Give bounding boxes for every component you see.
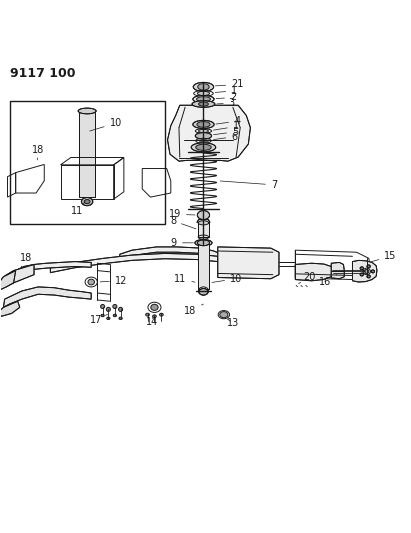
Polygon shape: [3, 264, 34, 287]
Ellipse shape: [201, 288, 206, 294]
Text: 10: 10: [90, 118, 122, 131]
Polygon shape: [353, 261, 377, 282]
Text: 1: 1: [214, 122, 239, 132]
Ellipse shape: [191, 143, 216, 152]
Bar: [198, 244, 209, 289]
Bar: [79, 111, 95, 197]
Ellipse shape: [101, 304, 105, 309]
Text: 20: 20: [298, 272, 316, 284]
Polygon shape: [197, 220, 210, 222]
Ellipse shape: [199, 130, 208, 133]
Ellipse shape: [78, 108, 96, 114]
Text: 7: 7: [220, 180, 277, 190]
Ellipse shape: [145, 313, 149, 316]
Ellipse shape: [360, 273, 363, 276]
Ellipse shape: [196, 96, 210, 102]
Text: 13: 13: [227, 318, 239, 328]
Ellipse shape: [193, 83, 214, 91]
Ellipse shape: [357, 264, 362, 269]
Text: 21: 21: [215, 79, 244, 90]
Text: 6: 6: [214, 132, 237, 142]
Text: 2: 2: [216, 93, 236, 102]
Text: 5: 5: [214, 127, 238, 137]
Text: 4: 4: [216, 116, 240, 126]
Ellipse shape: [199, 241, 208, 245]
Text: 15: 15: [372, 251, 397, 262]
Ellipse shape: [195, 239, 212, 246]
Polygon shape: [0, 271, 16, 290]
Text: 1: 1: [215, 86, 237, 96]
Ellipse shape: [199, 288, 208, 295]
Text: 18: 18: [184, 304, 203, 316]
Ellipse shape: [106, 308, 111, 311]
Ellipse shape: [196, 144, 211, 150]
Text: 14: 14: [146, 317, 159, 327]
Ellipse shape: [107, 317, 110, 320]
Ellipse shape: [152, 315, 156, 318]
Polygon shape: [51, 253, 218, 272]
Ellipse shape: [193, 95, 214, 103]
Ellipse shape: [159, 313, 163, 316]
Text: 17: 17: [90, 314, 108, 325]
Text: 11: 11: [174, 274, 195, 284]
Ellipse shape: [360, 267, 363, 270]
Text: 18: 18: [20, 253, 32, 268]
Polygon shape: [0, 301, 20, 316]
Text: 18: 18: [32, 145, 44, 160]
Polygon shape: [3, 287, 91, 308]
Ellipse shape: [365, 269, 369, 273]
Ellipse shape: [198, 84, 209, 90]
Text: 3: 3: [217, 98, 235, 108]
Ellipse shape: [371, 270, 374, 273]
Ellipse shape: [220, 312, 228, 318]
Bar: [79, 111, 95, 197]
Polygon shape: [16, 262, 91, 276]
Ellipse shape: [197, 122, 210, 127]
Ellipse shape: [192, 101, 215, 107]
Ellipse shape: [197, 91, 210, 95]
Text: 9117 100: 9117 100: [9, 67, 75, 80]
Ellipse shape: [118, 308, 122, 311]
Ellipse shape: [113, 314, 116, 317]
Ellipse shape: [197, 211, 210, 220]
Bar: [9, 101, 165, 224]
Text: 16: 16: [319, 274, 337, 287]
Ellipse shape: [195, 133, 212, 139]
Ellipse shape: [199, 102, 208, 106]
Polygon shape: [331, 262, 344, 279]
Bar: [198, 223, 209, 237]
Text: 11: 11: [71, 201, 85, 216]
Text: 9: 9: [171, 238, 193, 248]
Ellipse shape: [367, 275, 370, 278]
Ellipse shape: [119, 317, 122, 320]
Ellipse shape: [198, 221, 209, 225]
Ellipse shape: [367, 265, 370, 268]
Ellipse shape: [193, 120, 214, 128]
Polygon shape: [168, 105, 250, 161]
Ellipse shape: [88, 279, 95, 285]
Ellipse shape: [113, 304, 117, 309]
Text: 19: 19: [169, 209, 195, 219]
Text: 8: 8: [170, 216, 196, 229]
Polygon shape: [218, 247, 279, 279]
Text: 10: 10: [212, 274, 242, 284]
Ellipse shape: [197, 240, 210, 246]
Polygon shape: [296, 263, 333, 281]
Ellipse shape: [101, 314, 104, 317]
Ellipse shape: [81, 198, 93, 206]
Text: 12: 12: [100, 276, 127, 286]
Bar: [198, 223, 209, 237]
Ellipse shape: [151, 304, 158, 310]
Polygon shape: [120, 247, 222, 259]
Bar: [198, 244, 209, 289]
Ellipse shape: [84, 199, 90, 204]
